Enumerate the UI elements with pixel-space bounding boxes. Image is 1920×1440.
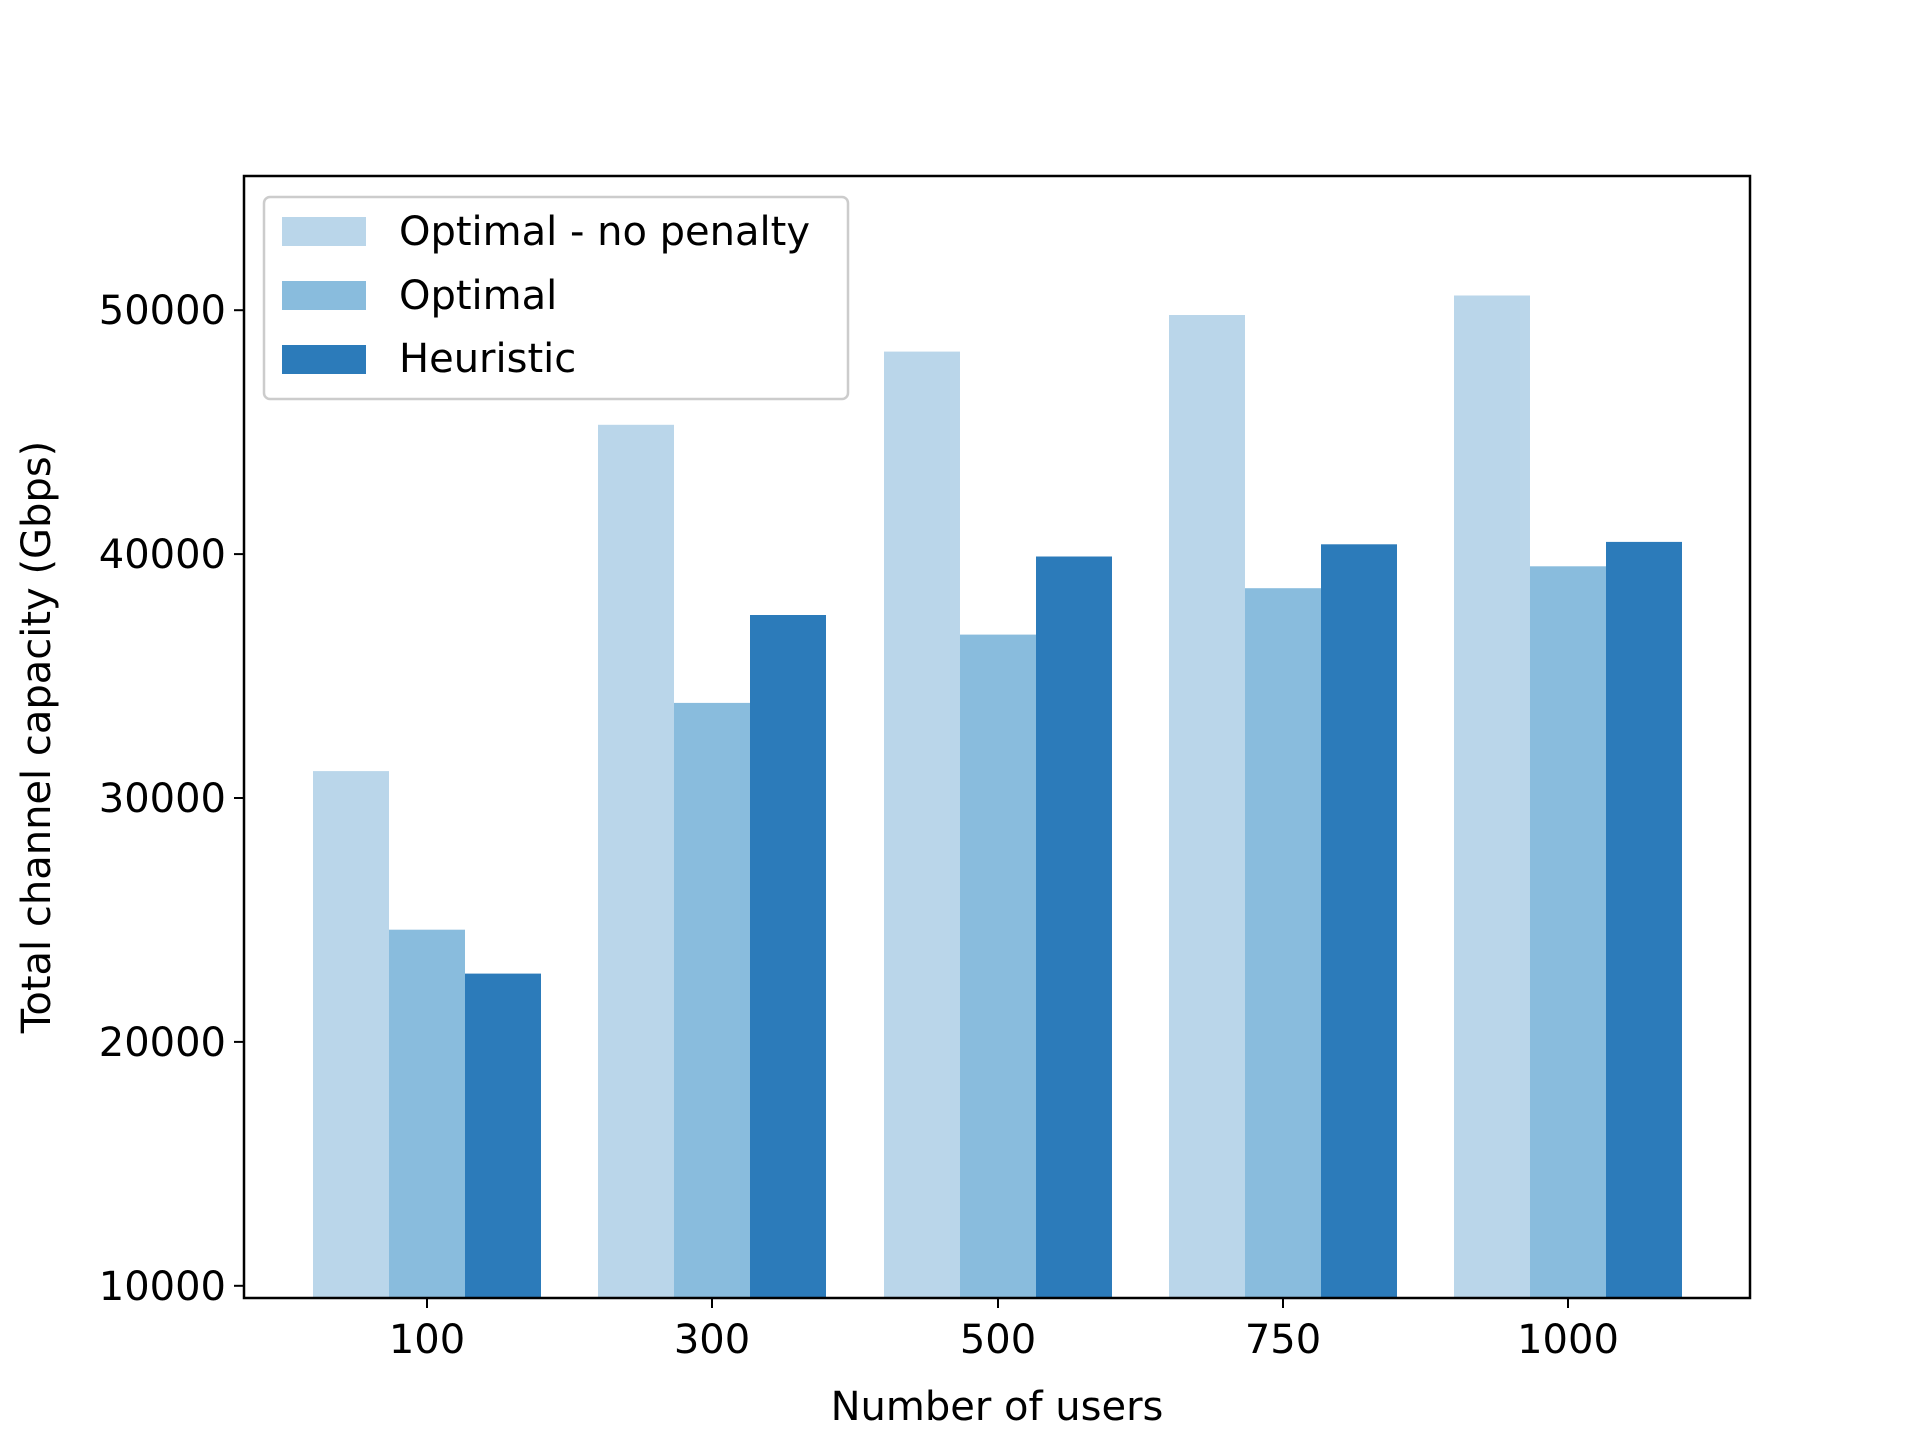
x-axis-label: Number of users — [831, 1384, 1164, 1430]
x-tick-label-100: 100 — [389, 1317, 465, 1363]
legend-swatch-heuristic — [282, 345, 366, 374]
x-tick-label-500: 500 — [960, 1317, 1036, 1363]
x-tick-label-1000: 1000 — [1517, 1317, 1619, 1363]
y-axis: 10000 20000 30000 40000 50000 — [99, 288, 244, 1310]
x-axis: 100 300 500 750 1000 — [389, 1298, 1619, 1363]
legend-label-optimal-no-penalty: Optimal - no penalty — [399, 209, 810, 255]
bars-layer — [313, 295, 1682, 1299]
bar-optimal-no-penalty-1000 — [1454, 295, 1530, 1298]
y-tick-label-30000: 30000 — [99, 776, 226, 822]
bar-heuristic-500 — [1036, 556, 1112, 1298]
bar-optimal-100 — [389, 929, 465, 1298]
bar-heuristic-1000 — [1606, 541, 1682, 1298]
y-tick-label-50000: 50000 — [99, 288, 226, 334]
legend: Optimal - no penalty Optimal Heuristic — [262, 195, 850, 401]
bar-heuristic-750 — [1321, 544, 1397, 1298]
y-tick-label-20000: 20000 — [99, 1020, 226, 1066]
bar-optimal-no-penalty-500 — [884, 351, 960, 1299]
y-axis-label: Total channel capacity (Gbps) — [14, 441, 60, 1035]
y-tick-label-10000: 10000 — [99, 1264, 226, 1310]
legend-label-heuristic: Heuristic — [399, 336, 576, 382]
legend-swatch-optimal-no-penalty — [282, 217, 366, 246]
bar-optimal-no-penalty-100 — [313, 771, 389, 1298]
bar-optimal-1000 — [1530, 566, 1606, 1298]
bar-optimal-no-penalty-300 — [598, 424, 674, 1298]
legend-box — [262, 195, 850, 401]
legend-label-optimal: Optimal — [399, 273, 557, 319]
y-tick-label-40000: 40000 — [99, 532, 226, 578]
x-tick-label-750: 750 — [1245, 1317, 1321, 1363]
bar-optimal-500 — [960, 634, 1036, 1298]
x-tick-label-300: 300 — [674, 1317, 750, 1363]
bar-optimal-no-penalty-750 — [1169, 315, 1245, 1298]
legend-swatch-optimal — [282, 281, 366, 310]
bar-optimal-750 — [1245, 588, 1321, 1298]
bar-heuristic-300 — [750, 615, 826, 1298]
bar-heuristic-100 — [465, 973, 541, 1298]
bar-optimal-300 — [674, 702, 750, 1298]
